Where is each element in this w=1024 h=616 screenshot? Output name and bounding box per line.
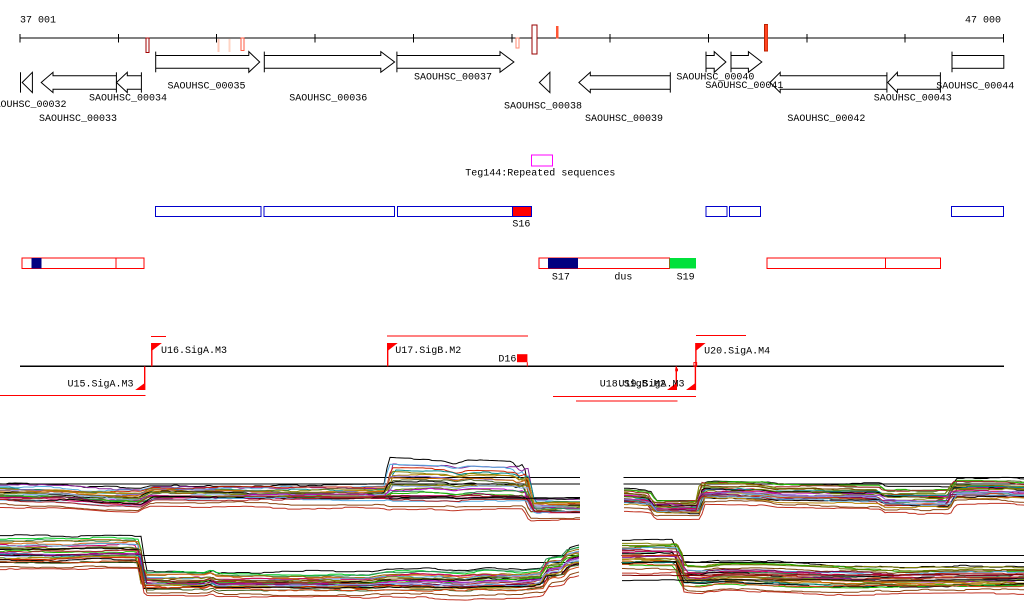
- svg-text:U15.SigA.M3: U15.SigA.M3: [68, 379, 134, 391]
- svg-text:SAOUHSC_00043: SAOUHSC_00043: [874, 93, 952, 104]
- svg-text:S16: S16: [512, 219, 530, 230]
- svg-text:S19: S19: [677, 273, 695, 284]
- svg-text:SAOUHSC_00036: SAOUHSC_00036: [289, 94, 367, 105]
- svg-text:SAOUHSC_00032: SAOUHSC_00032: [0, 100, 67, 111]
- svg-text:U19.SigA.M3: U19.SigA.M3: [619, 379, 685, 391]
- svg-text:SAOUHSC_00044: SAOUHSC_00044: [936, 82, 1014, 93]
- svg-text:SAOUHSC_00040: SAOUHSC_00040: [676, 73, 754, 84]
- svg-text:SAOUHSC_00041: SAOUHSC_00041: [705, 81, 783, 92]
- svg-text:D16: D16: [498, 355, 516, 366]
- svg-text:U17.SigB.M2: U17.SigB.M2: [395, 345, 461, 357]
- svg-text:S17: S17: [552, 273, 570, 284]
- svg-text:47 000: 47 000: [965, 16, 1001, 27]
- svg-text:U18.SigB.M2: U18.SigB.M2: [600, 379, 666, 391]
- svg-text:SAOUHSC_00042: SAOUHSC_00042: [787, 114, 865, 125]
- svg-text:U20.SigA.M4: U20.SigA.M4: [704, 346, 770, 358]
- svg-text:SAOUHSC_00034: SAOUHSC_00034: [89, 94, 167, 105]
- svg-text:SAOUHSC_00035: SAOUHSC_00035: [168, 82, 246, 93]
- svg-text:SAOUHSC_00038: SAOUHSC_00038: [504, 102, 582, 113]
- svg-text:U16.SigA.M3: U16.SigA.M3: [161, 345, 227, 357]
- svg-text:dus: dus: [614, 272, 632, 284]
- svg-text:SAOUHSC_00039: SAOUHSC_00039: [585, 114, 663, 125]
- svg-text:SAOUHSC_00037: SAOUHSC_00037: [414, 73, 492, 84]
- svg-text:Teg144:Repeated sequences: Teg144:Repeated sequences: [465, 168, 615, 180]
- svg-text:37 001: 37 001: [20, 16, 56, 27]
- svg-text:SAOUHSC_00033: SAOUHSC_00033: [39, 114, 117, 125]
